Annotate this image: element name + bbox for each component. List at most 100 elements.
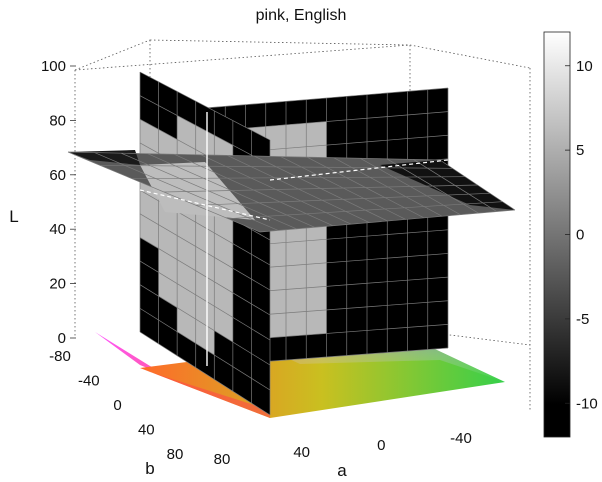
slice-cell [140, 119, 159, 154]
slice-cell [251, 254, 270, 290]
a-tick-label: 0 [377, 437, 385, 454]
slice-cell [265, 242, 286, 268]
slice-cell [158, 81, 178, 116]
colorbar-tick-label: -10 [576, 395, 598, 412]
slice-cell [177, 211, 196, 247]
b-tick-label: 0 [113, 397, 121, 414]
slice-cell [306, 239, 327, 265]
slice-cell [387, 138, 408, 164]
b-tick-label: 40 [138, 422, 155, 439]
a-tick-label: 80 [214, 451, 231, 468]
slice-cell [346, 236, 367, 262]
L-slice-gridline [131, 176, 466, 180]
colorbar-tick-label: 0 [576, 227, 584, 244]
slice-cell [427, 277, 448, 303]
slice-cell [251, 279, 270, 315]
slice-cell [427, 324, 448, 350]
slice-cell [306, 98, 327, 124]
colorbar-tick-label: 5 [576, 142, 584, 159]
slice-cell [326, 308, 347, 334]
slice-cell [265, 124, 286, 150]
slice-cell [367, 234, 388, 260]
slice-cell [387, 303, 408, 329]
slice-cell [326, 284, 347, 310]
slice-gridline [139, 284, 271, 366]
slice-cell [407, 302, 428, 328]
slice-gridline [139, 331, 271, 416]
L-tick-label: 100 [41, 58, 66, 75]
colorbar-tick-label: 10 [576, 58, 593, 75]
slice-cell [245, 103, 266, 129]
slice-cell [407, 89, 428, 115]
slice-cell [427, 88, 448, 114]
slice-gridline [139, 260, 271, 341]
L-slice-gridline [99, 164, 453, 169]
slice-cell [195, 246, 215, 282]
slice-cell [286, 287, 307, 313]
slice-cell [326, 96, 347, 122]
slice-cell [195, 125, 215, 160]
z-axis-label: b [145, 459, 154, 478]
slice-cell [195, 222, 215, 258]
slice-cell [195, 101, 215, 136]
floor-front-edge [140, 368, 270, 418]
slice-intersection-line [139, 189, 271, 221]
slice-gridline [204, 87, 449, 109]
box-edge [149, 39, 411, 46]
slice-cell [232, 292, 252, 329]
slice-cell [140, 72, 159, 106]
slice-cell [346, 283, 367, 309]
box-edge [74, 39, 151, 71]
L-slice-gridline [67, 151, 441, 161]
slice-cell [158, 224, 178, 260]
slice-cell [232, 268, 252, 304]
slice-cell [367, 258, 388, 284]
L-tick-label: 20 [49, 276, 66, 293]
box-edge [409, 44, 531, 69]
slice-cell [251, 303, 270, 340]
slice-cell [286, 335, 307, 360]
slice-cell [177, 91, 196, 126]
box-edge [74, 44, 411, 71]
slice-cell [346, 330, 367, 356]
slice-cell [387, 327, 408, 353]
slice-cell [346, 306, 367, 332]
slice-cell [367, 93, 388, 119]
L-slice-dark-region [380, 160, 515, 210]
a-tick-label: 40 [293, 444, 310, 461]
slice-cell [177, 235, 196, 271]
slice-cell [407, 278, 428, 304]
L-tick-label: 0 [58, 330, 66, 347]
slice-cell [387, 256, 408, 282]
L-tick-label: 40 [49, 221, 66, 238]
slice-cell [326, 261, 347, 287]
slice-cell [286, 99, 307, 125]
slice-cell [427, 111, 448, 137]
slice-gridline [139, 213, 271, 291]
slice-cell [306, 262, 327, 288]
slice-cell [265, 265, 286, 291]
slice-cell [326, 331, 347, 357]
slice-cell [286, 311, 307, 337]
slice-cell [387, 233, 408, 259]
slice-cell [346, 259, 367, 285]
b-tick-label: -40 [78, 373, 100, 390]
slice-cell [306, 286, 327, 312]
L-slice-gridline [163, 184, 478, 193]
b-tick-label: 80 [167, 446, 184, 463]
slice-cell [407, 231, 428, 257]
slice-cell [286, 264, 307, 290]
slice-cell [346, 94, 367, 120]
slice-cell [427, 229, 448, 255]
slice-cell [367, 281, 388, 307]
slice-cell [265, 101, 286, 127]
slice-cell [306, 309, 327, 335]
slice-cell [214, 257, 233, 293]
slice-cell [232, 120, 252, 156]
slice-cell [214, 232, 233, 269]
slice-cell [306, 333, 327, 359]
L-tick-label: 60 [49, 167, 66, 184]
colorbar: 10 5 0 -5 -10 [543, 31, 598, 438]
x-axis-label: a [337, 461, 347, 480]
slice-cell [251, 229, 270, 265]
